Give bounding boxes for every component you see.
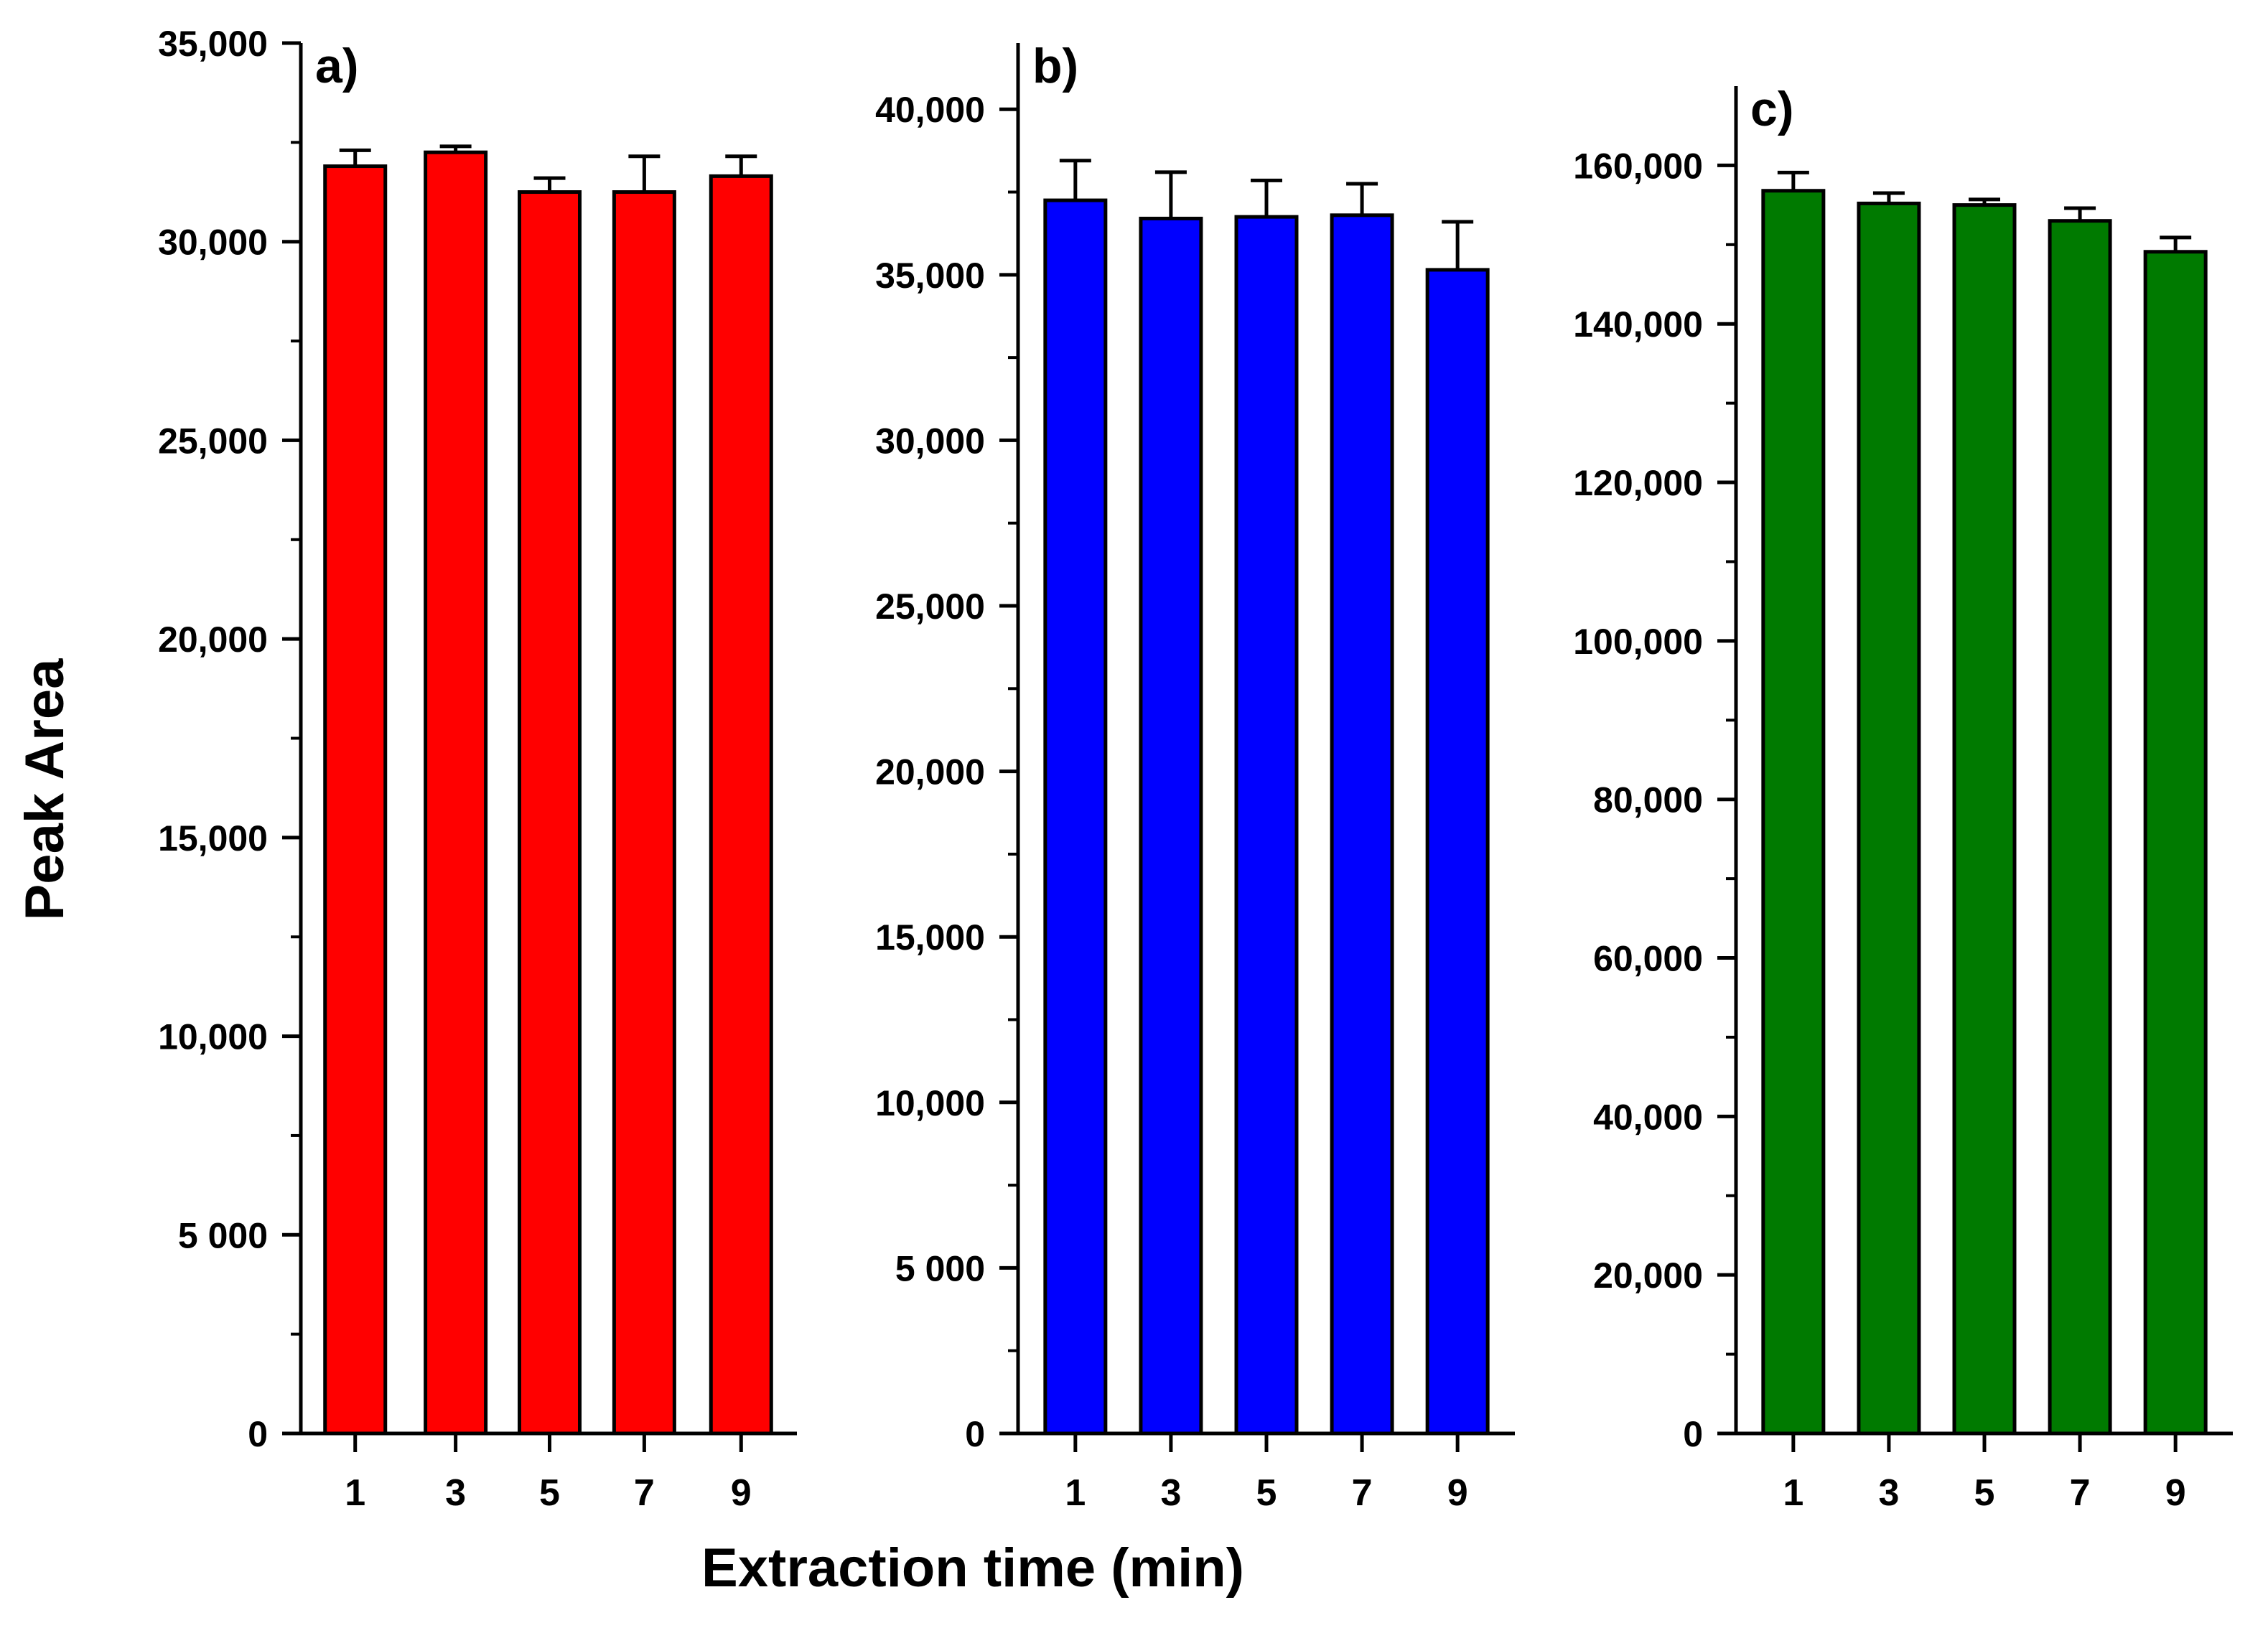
y-tick-label-panel1-2: 10,000 [158,1017,268,1057]
bar-panel1-7 [612,190,676,1436]
y-tick-label-panel1-6: 30,000 [158,223,268,263]
bar-panel3-7 [2048,219,2112,1436]
y-tick-label-panel3-2: 40,000 [1593,1097,1703,1137]
x-tick-label-panel2-3: 3 [1160,1472,1181,1514]
x-tick-label-panel3-7: 7 [2070,1472,2091,1514]
bar-panel3-9 [2143,250,2208,1436]
x-tick-label-panel2-1: 1 [1065,1472,1086,1514]
x-tick-label-panel3-1: 1 [1783,1472,1803,1514]
bar-panel3-5 [1952,203,2017,1436]
y-tick-label-panel2-3: 15,000 [875,917,985,958]
x-tick-label-panel3-9: 9 [2165,1472,2186,1514]
bar-panel3-3 [1857,201,1921,1436]
x-tick-label-panel1-9: 9 [731,1472,752,1514]
y-tick-label-panel2-0: 0 [965,1414,985,1454]
x-tick-label-panel1-7: 7 [634,1472,655,1514]
y-tick-label-panel1-1: 5 000 [178,1215,268,1255]
panel-label-3: c) [1750,82,1793,136]
y-tick-label-panel1-5: 25,000 [158,421,268,461]
y-tick-label-panel3-0: 0 [1683,1414,1703,1454]
bar-panel2-1 [1043,198,1108,1436]
bar-panel1-9 [709,174,773,1436]
bar-panel2-3 [1139,216,1203,1436]
y-tick-label-panel1-4: 20,000 [158,619,268,660]
y-tick-label-panel3-4: 80,000 [1593,780,1703,820]
bar-panel2-5 [1234,215,1299,1436]
bar-panel2-9 [1425,268,1490,1436]
x-tick-label-panel3-5: 5 [1974,1472,1995,1514]
y-tick-label-panel3-3: 60,000 [1593,939,1703,979]
y-tick-label-panel2-7: 35,000 [875,256,985,296]
y-tick-label-panel2-2: 10,000 [875,1083,985,1123]
x-tick-label-panel2-7: 7 [1352,1472,1373,1514]
y-tick-label-panel3-7: 140,000 [1573,304,1703,345]
bar-panel3-1 [1761,189,1826,1436]
bar-panel1-5 [518,190,582,1436]
x-tick-label-panel2-5: 5 [1256,1472,1277,1514]
y-tick-label-panel2-1: 5 000 [895,1248,985,1288]
bar-panel1-3 [424,150,488,1436]
bar-panel1-1 [323,164,388,1436]
x-tick-label-panel1-5: 5 [539,1472,560,1514]
y-tick-label-panel1-0: 0 [248,1414,268,1454]
bar-panel2-7 [1330,213,1394,1436]
y-tick-label-panel2-4: 20,000 [875,752,985,792]
panel-label-2: b) [1032,39,1078,93]
x-tick-label-panel1-1: 1 [345,1472,365,1514]
x-tick-label-panel3-3: 3 [1878,1472,1899,1514]
x-tick-label-panel2-9: 9 [1447,1472,1468,1514]
x-axis-title: Extraction time (min) [701,1538,1244,1599]
y-tick-label-panel3-6: 120,000 [1573,463,1703,503]
y-tick-label-panel2-6: 30,000 [875,421,985,461]
y-tick-label-panel1-7: 35,000 [158,24,268,64]
x-tick-label-panel1-3: 3 [445,1472,466,1514]
y-tick-label-panel3-8: 160,000 [1573,146,1703,186]
y-tick-label-panel2-8: 40,000 [875,90,985,130]
panel-label-1: a) [315,39,358,93]
y-tick-label-panel1-3: 15,000 [158,818,268,858]
y-tick-label-panel3-5: 100,000 [1573,622,1703,662]
y-tick-label-panel3-1: 20,000 [1593,1255,1703,1296]
y-axis-title: Peak Area [14,658,75,921]
y-tick-label-panel2-5: 25,000 [875,586,985,627]
